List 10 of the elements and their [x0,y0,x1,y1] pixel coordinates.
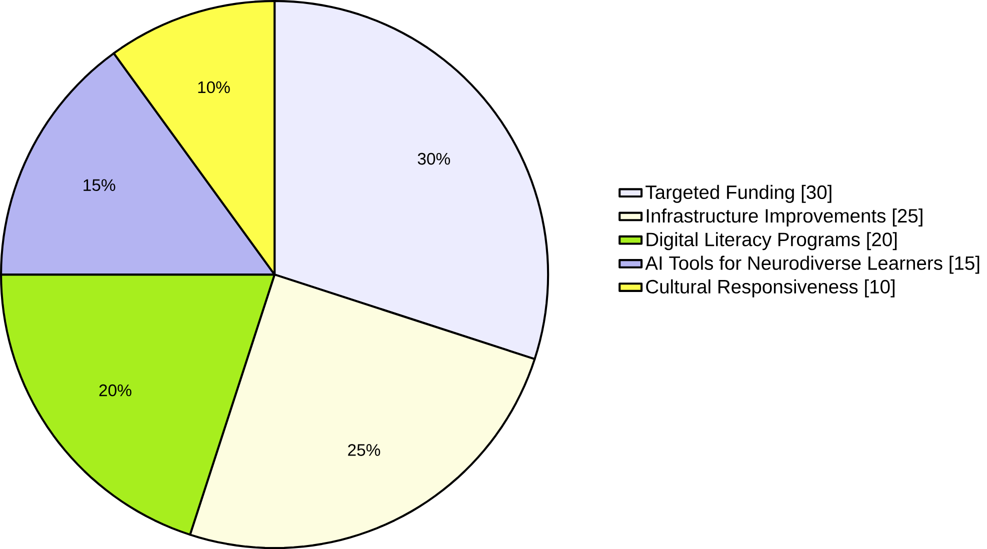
data-label: 10% [198,81,230,94]
data-label: 25% [348,444,380,456]
data-label: 15% [84,179,116,191]
data-label: 30% [418,152,450,165]
legend-label: Digital Literacy Programs [20] [646,232,897,250]
legend-label: Infrastructure Improvements [25] [646,208,922,226]
legend-label: AI Tools for Neurodiverse Learners [15] [645,256,980,274]
legend-label: Cultural Responsiveness [10] [646,279,894,298]
data-label: 20% [99,384,132,396]
legend-label: Targeted Funding [30] [646,184,832,203]
